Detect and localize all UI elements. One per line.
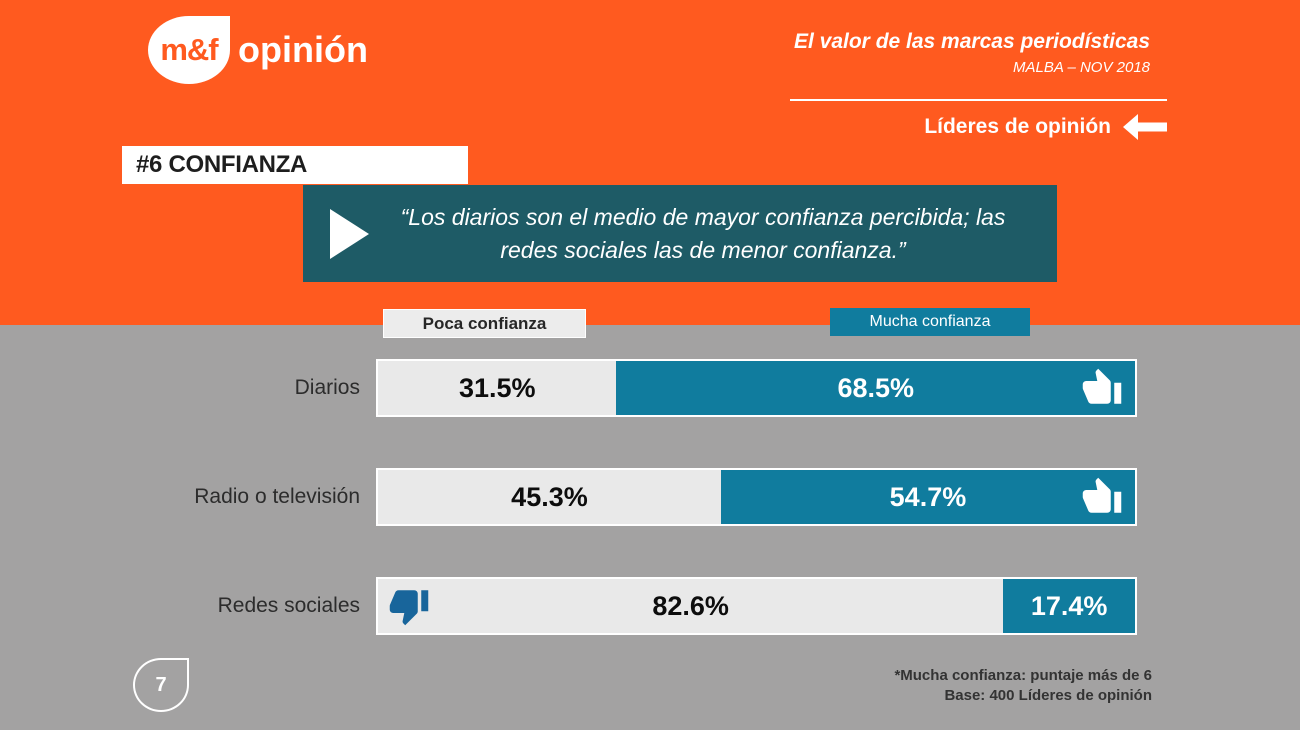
- header-band: m&f opinión El valor de las marcas perio…: [0, 0, 1300, 325]
- bar-segment-mucha: 17.4%: [1003, 579, 1135, 633]
- category-label: Diarios: [294, 376, 360, 399]
- footnote: *Mucha confianza: puntaje más de 6 Base:…: [894, 666, 1152, 707]
- bar-track: 31.5% 68.5%: [376, 359, 1137, 417]
- play-icon: [330, 208, 369, 259]
- bar-segment-poca: 31.5%: [378, 361, 617, 415]
- logo-drop-icon: m&f: [148, 16, 230, 84]
- deck-subtitle: MALBA – NOV 2018: [1012, 59, 1150, 76]
- logo: m&f opinión: [148, 16, 368, 84]
- value-label-mucha: 54.7%: [889, 481, 967, 512]
- value-label-poca: 45.3%: [511, 481, 588, 512]
- bar-track: 82.6% 17.4%: [376, 577, 1137, 635]
- thumbs-up-icon: [1081, 476, 1123, 518]
- value-label-mucha: 68.5%: [837, 372, 914, 403]
- chart-row-diarios: Diarios 31.5% 68.5%: [0, 359, 1300, 417]
- slide-title-box: #6 CONFIANZA: [122, 146, 468, 184]
- deck-title: El valor de las marcas periodísticas: [793, 30, 1150, 53]
- thumbs-up-icon: [1081, 367, 1123, 409]
- deck-title-block: El valor de las marcas periodísticas MAL…: [550, 30, 1150, 76]
- bar-segment-mucha: 68.5%: [616, 361, 1135, 415]
- category-label: Redes sociales: [217, 594, 360, 617]
- value-label-poca: 82.6%: [652, 590, 729, 621]
- page-number-badge: 7: [133, 658, 189, 712]
- logo-mark-text: m&f: [160, 32, 218, 67]
- chart-row-redes-sociales: Redes sociales 82.6% 17.4%: [0, 577, 1300, 635]
- thumbs-down-icon: [388, 585, 430, 627]
- quote-text: “Los diarios son el medio de mayor confi…: [400, 204, 1006, 263]
- bar-segment-poca: 45.3%: [378, 470, 721, 524]
- legend-poca-confianza: Poca confianza: [383, 309, 586, 338]
- footnote-line1: *Mucha confianza: puntaje más de 6: [894, 667, 1152, 684]
- slide-title: #6 CONFIANZA: [136, 151, 308, 178]
- chart-row-radio-tv: Radio o televisión 45.3% 54.7%: [0, 468, 1300, 526]
- header-divider: [790, 99, 1167, 101]
- value-label-mucha: 17.4%: [1030, 590, 1108, 621]
- left-arrow-icon: [1123, 114, 1167, 140]
- audience-row: Líderes de opinión: [924, 114, 1167, 140]
- logo-name: opinión: [238, 29, 368, 70]
- bar-segment-mucha: 54.7%: [720, 470, 1135, 524]
- page-number: 7: [155, 673, 167, 696]
- footnote-line2: Base: 400 Líderes de opinión: [944, 687, 1152, 705]
- bar-segment-poca: 82.6%: [378, 579, 1004, 633]
- category-label: Radio o televisión: [194, 485, 360, 508]
- quote-box: “Los diarios son el medio de mayor confi…: [303, 185, 1057, 282]
- legend-mucha-confianza: Mucha confianza: [830, 308, 1030, 336]
- value-label-poca: 31.5%: [458, 372, 536, 403]
- audience-label: Líderes de opinión: [924, 115, 1111, 138]
- bar-track: 45.3% 54.7%: [376, 468, 1137, 526]
